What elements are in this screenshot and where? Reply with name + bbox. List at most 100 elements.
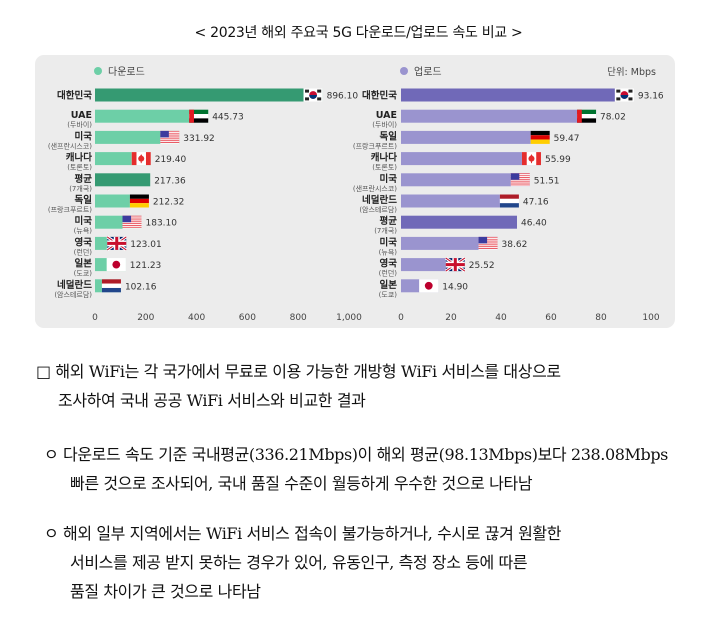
category-sublabel: (프랑크푸르트) — [48, 206, 92, 214]
data-label: 219.40 — [155, 155, 187, 165]
category-label: UAE — [71, 110, 92, 121]
bar-row: 47.16 네덜란드(암스테르담) — [359, 194, 549, 214]
bar-row: 51.51 미국(샌프란시스코) — [353, 173, 560, 193]
category-label: 네덜란드 — [57, 279, 92, 291]
data-label: 14.90 — [442, 282, 468, 292]
data-label: 78.02 — [600, 113, 626, 123]
bar-row: 14.90 일본(도쿄) — [379, 279, 469, 299]
bullet-1-line-2: 빠른 것으로 조사되어, 국내 품질 수준이 월등하게 우수한 것으로 나타남 — [70, 474, 533, 493]
data-label: 47.16 — [523, 198, 549, 208]
data-label: 38.62 — [502, 240, 528, 250]
data-label: 331.92 — [183, 134, 215, 144]
category-sublabel: (샌프란시스코) — [353, 184, 397, 193]
legend-label: 업로드 — [414, 65, 442, 78]
bar — [401, 152, 541, 166]
paragraph-1-line-1: □ 해외 WiFi는 각 국가에서 무료로 이용 가능한 개방형 WiFi 서비… — [36, 362, 561, 381]
bar — [401, 88, 634, 102]
x-tick-label: 20 — [445, 313, 457, 323]
category-label: 캐나다 — [66, 152, 92, 164]
flag-ae-icon — [577, 109, 597, 123]
flag-jp-icon — [106, 258, 126, 272]
bar — [401, 109, 597, 123]
x-tick-label: 40 — [495, 313, 507, 323]
category-label: 일본 — [75, 258, 93, 270]
speed-comparison-chart: 다운로드896.10대한민국445.73UAE(두바이)331.92미국(샌프란… — [48, 65, 664, 323]
bar-row: 212.32 독일(프랑크푸르트) — [48, 194, 185, 214]
flag-kr-icon — [614, 88, 634, 102]
category-sublabel: (런던) — [379, 269, 398, 278]
bar — [401, 236, 498, 250]
bar-row: 78.02 UAE(두바이) — [372, 109, 626, 129]
flag-us-icon — [510, 173, 530, 186]
flag-kr-icon — [303, 88, 323, 102]
bar — [401, 130, 550, 144]
category-sublabel: (두바이) — [67, 120, 92, 129]
category-sublabel: (뉴욕) — [379, 248, 398, 256]
data-label: 51.51 — [534, 176, 560, 186]
data-label: 445.73 — [212, 113, 244, 123]
flag-jp-icon — [419, 279, 439, 293]
legend-marker — [400, 67, 408, 75]
data-label: 183.10 — [146, 219, 178, 229]
x-tick-label: 100 — [642, 313, 659, 323]
category-sublabel: (토론토) — [372, 164, 397, 172]
unit-label: 단위: Mbps — [607, 66, 656, 78]
category-sublabel: (7개국) — [374, 226, 397, 235]
category-label: 미국 — [380, 236, 398, 248]
bullet-2-line-2: 서비스를 제공 받지 못하는 경우가 있어, 유동인구, 측정 장소 등에 따른 — [70, 553, 528, 572]
bar — [401, 173, 530, 187]
x-tick-label: 1,000 — [336, 313, 362, 323]
x-tick-label: 80 — [595, 313, 607, 323]
upload-chart: 업로드 93.16 대한민국 78.02 UAE(두바이) 59.47 독일(프랑크푸르트)… — [353, 65, 664, 323]
category-sublabel: (뉴욕) — [74, 227, 93, 235]
flag-ca-icon — [521, 152, 541, 166]
flag-ae-icon — [189, 109, 209, 123]
bar-row: 217.36 평균(7개국) — [69, 173, 186, 193]
x-tick-label: 0 — [92, 313, 98, 323]
category-label: 평균 — [380, 215, 398, 227]
x-tick-label: 200 — [137, 313, 154, 323]
category-label: 독일 — [75, 194, 93, 206]
flag-ca-icon — [131, 152, 151, 166]
flag-de-icon — [129, 194, 149, 208]
bar-row: 93.16 대한민국 — [362, 88, 664, 102]
category-label: 미국 — [75, 215, 93, 227]
category-sublabel: (7개국) — [69, 184, 92, 193]
x-tick-label: 600 — [239, 313, 256, 323]
flag-us-icon — [160, 130, 180, 143]
x-tick-label: 60 — [545, 313, 557, 323]
category-sublabel: (암스테르담) — [359, 205, 397, 214]
flag-nl-icon — [499, 194, 519, 208]
category-label: 일본 — [380, 279, 398, 291]
bar-row: 121.23 일본(도쿄) — [74, 258, 162, 278]
category-label: 독일 — [380, 130, 398, 142]
bar — [401, 215, 517, 229]
category-sublabel: (런던) — [74, 247, 93, 256]
category-label: 미국 — [75, 130, 93, 142]
category-label: 대한민국 — [362, 90, 397, 102]
bar-row: 219.40 캐나다(토론토) — [66, 152, 187, 172]
bar-row: 55.99 캐나다(토론토) — [371, 152, 571, 172]
data-label: 217.36 — [154, 176, 186, 186]
category-sublabel: (암스테르담) — [54, 290, 92, 299]
category-label: 캐나다 — [371, 152, 397, 164]
bullet-2-line-1: ㅇ 해외 일부 지역에서는 WiFi 서비스 접속이 불가능하거나, 수시로 끊… — [44, 524, 562, 543]
x-tick-label: 800 — [290, 313, 307, 323]
bar-row: 445.73 UAE(두바이) — [67, 109, 244, 129]
bar — [95, 109, 209, 123]
bullet-1-line-1: ㅇ 다운로드 속도 기준 국내평균(336.21Mbps)이 해외 평균(98.… — [44, 445, 668, 464]
category-sublabel: (두바이) — [372, 120, 397, 129]
data-label: 59.47 — [554, 134, 580, 144]
bar-row: 46.40 평균(7개국) — [374, 215, 547, 235]
bar-row: 102.16 네덜란드(암스테르담) — [54, 279, 156, 299]
bar-row: 896.10 대한민국 — [57, 88, 358, 102]
category-label: UAE — [376, 110, 397, 121]
bar-row: 25.52 영국(런던) — [379, 256, 495, 278]
category-label: 영국 — [75, 236, 93, 248]
data-label: 102.16 — [125, 282, 157, 292]
category-sublabel: (프랑크푸르트) — [353, 142, 397, 150]
paragraph-1-line-2: 조사하여 국내 공공 WiFi 서비스와 비교한 결과 — [58, 391, 366, 410]
data-label: 55.99 — [545, 155, 571, 165]
category-label: 평균 — [75, 173, 93, 185]
category-sublabel: (토론토) — [67, 164, 92, 172]
